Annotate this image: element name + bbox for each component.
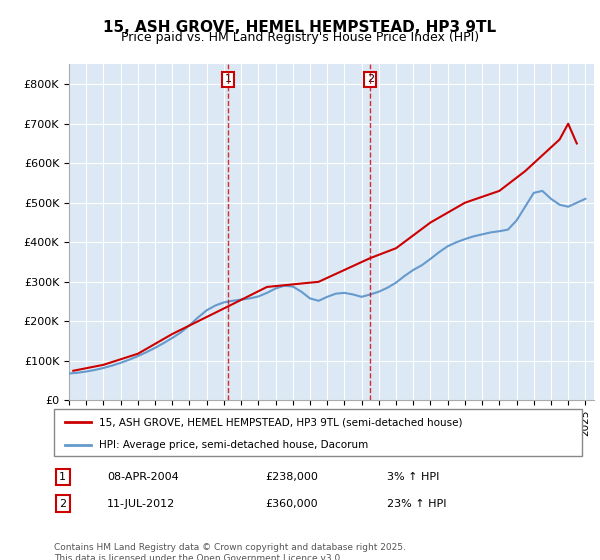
Text: Price paid vs. HM Land Registry's House Price Index (HPI): Price paid vs. HM Land Registry's House …	[121, 31, 479, 44]
Text: 15, ASH GROVE, HEMEL HEMPSTEAD, HP3 9TL: 15, ASH GROVE, HEMEL HEMPSTEAD, HP3 9TL	[103, 20, 497, 35]
FancyBboxPatch shape	[54, 409, 582, 456]
Text: £360,000: £360,000	[265, 498, 318, 508]
Text: 08-APR-2004: 08-APR-2004	[107, 472, 179, 482]
Text: 3% ↑ HPI: 3% ↑ HPI	[386, 472, 439, 482]
Text: 23% ↑ HPI: 23% ↑ HPI	[386, 498, 446, 508]
Text: 2: 2	[59, 498, 67, 508]
Text: HPI: Average price, semi-detached house, Dacorum: HPI: Average price, semi-detached house,…	[99, 440, 368, 450]
Text: Contains HM Land Registry data © Crown copyright and database right 2025.
This d: Contains HM Land Registry data © Crown c…	[54, 543, 406, 560]
Text: £238,000: £238,000	[265, 472, 318, 482]
Text: 15, ASH GROVE, HEMEL HEMPSTEAD, HP3 9TL (semi-detached house): 15, ASH GROVE, HEMEL HEMPSTEAD, HP3 9TL …	[99, 417, 463, 427]
Text: 11-JUL-2012: 11-JUL-2012	[107, 498, 175, 508]
Text: 2: 2	[367, 74, 374, 85]
Text: 1: 1	[59, 472, 66, 482]
Text: 1: 1	[225, 74, 232, 85]
